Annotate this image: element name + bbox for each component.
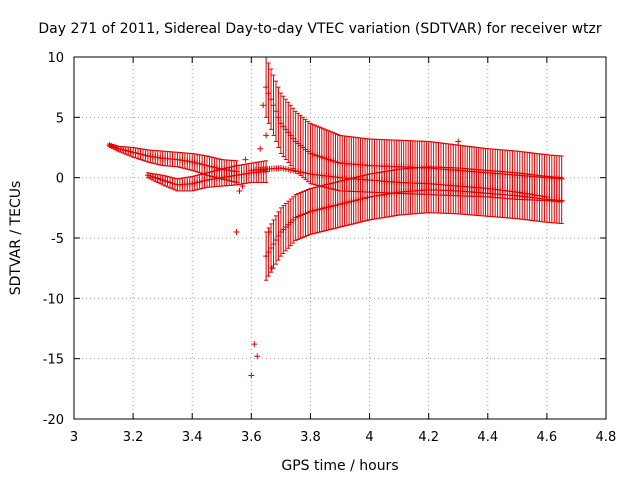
x-tick-label: 4 xyxy=(365,430,373,445)
data-point xyxy=(558,197,565,204)
data-point xyxy=(543,193,550,200)
data-point xyxy=(254,353,261,360)
x-tick-label: 3.4 xyxy=(182,430,203,445)
y-axis-label: SDTVAR / TECUs xyxy=(8,181,24,296)
y-tick-label: 0 xyxy=(56,172,64,187)
x-tick-label: 4.4 xyxy=(477,430,498,445)
data-marks xyxy=(106,56,565,379)
y-tick-label: -15 xyxy=(43,353,64,368)
data-point xyxy=(233,228,240,235)
tick-marks xyxy=(73,56,607,420)
y-tick-label: -10 xyxy=(43,292,64,307)
data-point xyxy=(269,265,276,272)
chart-title: Day 271 of 2011, Sidereal Day-to-day VTE… xyxy=(38,21,602,37)
data-point xyxy=(257,145,264,152)
x-axis-label: GPS time / hours xyxy=(281,458,398,474)
x-tick-label: 3 xyxy=(70,430,78,445)
data-point xyxy=(260,102,267,109)
x-tick-label: 4.6 xyxy=(537,430,558,445)
y-tick-label: -5 xyxy=(51,232,64,247)
data-point xyxy=(251,341,258,348)
series-1 xyxy=(144,160,270,192)
data-point xyxy=(263,132,270,139)
data-point xyxy=(248,372,255,379)
x-tick-labels: 3 3.2 3.4 3.6 3.8 4 4.2 4.4 4.6 4.8 xyxy=(70,430,616,445)
x-tick-label: 4.2 xyxy=(418,430,439,445)
y-tick-labels: -20 -15 -10 -5 0 5 10 xyxy=(43,51,64,428)
data-point xyxy=(266,228,273,235)
data-point xyxy=(455,138,462,145)
data-point xyxy=(239,183,246,190)
series-4 xyxy=(248,165,550,200)
y-tick-label: 10 xyxy=(47,51,64,66)
series-5 xyxy=(233,102,462,379)
x-tick-label: 4.8 xyxy=(596,430,617,445)
y-tick-label: -20 xyxy=(43,413,64,428)
x-tick-label: 3.6 xyxy=(241,430,262,445)
data-point xyxy=(236,187,243,194)
x-tick-label: 3.8 xyxy=(300,430,321,445)
series-3 xyxy=(263,166,565,281)
y-tick-label: 5 xyxy=(56,111,64,126)
grid-lines xyxy=(74,57,606,419)
x-tick-label: 3.2 xyxy=(123,430,144,445)
data-point xyxy=(242,156,249,163)
